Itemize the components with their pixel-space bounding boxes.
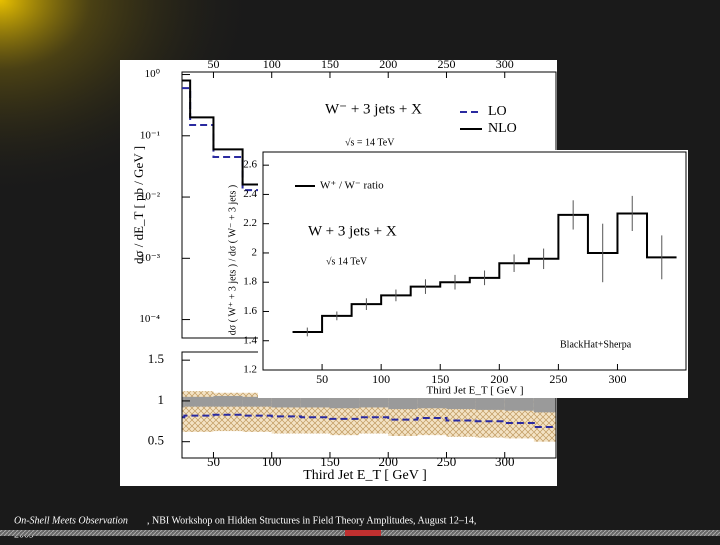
y-tick-label: 1.8	[243, 276, 257, 288]
front-chart: 50 100 150 200 250 300 1.2 1.4 1.6 1.8 2 2.2 2.4 2.6 T…	[227, 151, 687, 397]
x-tick-label: 200	[378, 454, 398, 469]
nlo-band	[446, 395, 476, 410]
x-tick-label: 50	[207, 454, 220, 469]
energy-label: √s 14 TeV	[326, 256, 368, 267]
annotation: W + 3 jets + X	[308, 223, 397, 239]
y-tick-label: 10⁻³	[140, 252, 161, 264]
nlo-band	[359, 396, 389, 408]
x-tick-label: 300	[608, 372, 626, 386]
y-tick-label: 2.2	[243, 217, 257, 229]
energy-label: √s = 14 TeV	[345, 137, 395, 148]
nlo-band	[329, 395, 360, 409]
y-tick-label: 2.4	[243, 188, 257, 200]
y-tick-label: 10⁻²	[140, 191, 161, 203]
y-tick-label: 1.5	[148, 351, 164, 366]
lo-ratio-line	[182, 413, 556, 429]
nlo-band	[300, 396, 330, 408]
x-axis-title: Third Jet E_T [ GeV ]	[426, 385, 523, 397]
front-panel	[258, 150, 688, 398]
scale-band	[182, 391, 185, 432]
histogram-line	[182, 79, 272, 186]
nlo-band	[475, 394, 505, 410]
y-tick-label: 1.2	[243, 364, 257, 376]
nlo-band	[242, 396, 272, 407]
y-tick-label: 2	[252, 246, 258, 258]
x-tick-label: 150	[320, 454, 340, 469]
plot-frame	[262, 151, 687, 371]
x-tick-label: 100	[262, 454, 282, 469]
nlo-band	[388, 396, 418, 410]
plot-clip	[182, 79, 272, 192]
x-tick-label: 200	[379, 57, 397, 71]
nlo-band	[213, 396, 243, 407]
legend-label: LO	[488, 104, 507, 119]
y-axis-title: dσ / dE_T [ pb / GeV ]	[131, 146, 146, 264]
footer-accent	[345, 530, 381, 536]
x-tick-label: 100	[372, 372, 390, 386]
y-tick-label: 0.5	[148, 433, 164, 448]
x-tick-label: 50	[316, 372, 328, 386]
credit: BlackHat+Sherpa	[560, 339, 632, 350]
x-tick-label: 100	[263, 57, 281, 71]
x-tick-label: 50	[207, 57, 219, 71]
x-tick-label: 200	[490, 372, 508, 386]
annotation: W⁻ + 3 jets + X	[325, 101, 422, 117]
x-tick-label: 300	[495, 454, 515, 469]
legend-label: W⁺ / W⁻ ratio	[320, 180, 384, 192]
footer-event: On-Shell Meets Observation	[14, 515, 128, 526]
nlo-band	[417, 395, 447, 409]
x-tick-label: 300	[496, 57, 514, 71]
y-tick-label: 1	[158, 392, 165, 407]
x-axis-title: Third Jet E_T [ GeV ]	[303, 468, 427, 483]
nlo-band	[504, 394, 534, 411]
y-tick-label: 1.4	[243, 334, 257, 346]
x-tick-label: 250	[549, 372, 567, 386]
nlo-band	[182, 396, 185, 408]
x-tick-label: 150	[431, 372, 449, 386]
x-tick-label: 150	[321, 57, 339, 71]
y-tick-label: 10⁻¹	[140, 129, 160, 141]
legend-label: NLO	[488, 121, 517, 136]
x-tick-label: 250	[437, 454, 457, 469]
nlo-band	[271, 396, 301, 408]
nlo-band	[184, 396, 214, 407]
y-tick-label: 10⁻⁴	[139, 313, 160, 325]
x-tick-label: 250	[437, 57, 455, 71]
y-tick-label: 2.6	[243, 159, 257, 171]
y-tick-label: 1.6	[243, 305, 257, 317]
y-axis-title: dσ ( W⁺ + 3 jets ) / dσ ( W⁻ + 3 jets )	[227, 185, 238, 335]
footer-text: , NBI Workshop on Hidden Structures in F…	[147, 515, 476, 526]
y-tick-label: 10⁰	[145, 68, 161, 80]
